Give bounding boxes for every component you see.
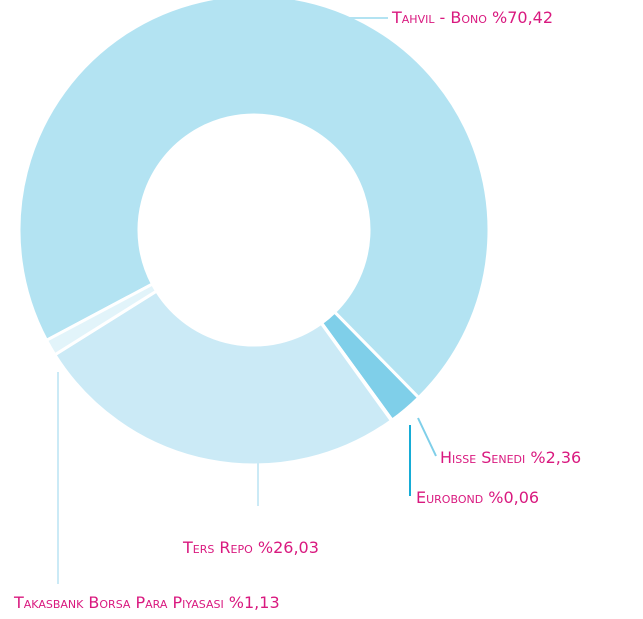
value-label: %0,06: [488, 488, 539, 507]
slice-label: Ters Repo %26,03: [182, 538, 319, 557]
category-name: Ters Repo: [182, 538, 253, 557]
category-name: Eurobond: [416, 488, 483, 507]
donut-segment: [52, 288, 394, 467]
slice-label: Tahvil - Bono %70,42: [391, 8, 553, 27]
value-label: %2,36: [530, 448, 581, 467]
value-label: %26,03: [258, 538, 319, 557]
value-label: %1,13: [229, 593, 280, 612]
donut-segment: [44, 281, 159, 357]
slice-label: Hisse Senedi %2,36: [440, 448, 581, 467]
donut-segment: [17, 0, 491, 400]
value-label: %70,42: [492, 8, 553, 27]
category-name: Hisse Senedi: [440, 448, 525, 467]
category-name: Takasbank Borsa Para Piyasası: [13, 593, 224, 612]
category-name: Tahvil - Bono: [391, 8, 487, 27]
slice-label: Eurobond %0,06: [416, 488, 539, 507]
slice-label: Takasbank Borsa Para Piyasası %1,13: [13, 593, 280, 612]
leader-line: [417, 417, 437, 457]
